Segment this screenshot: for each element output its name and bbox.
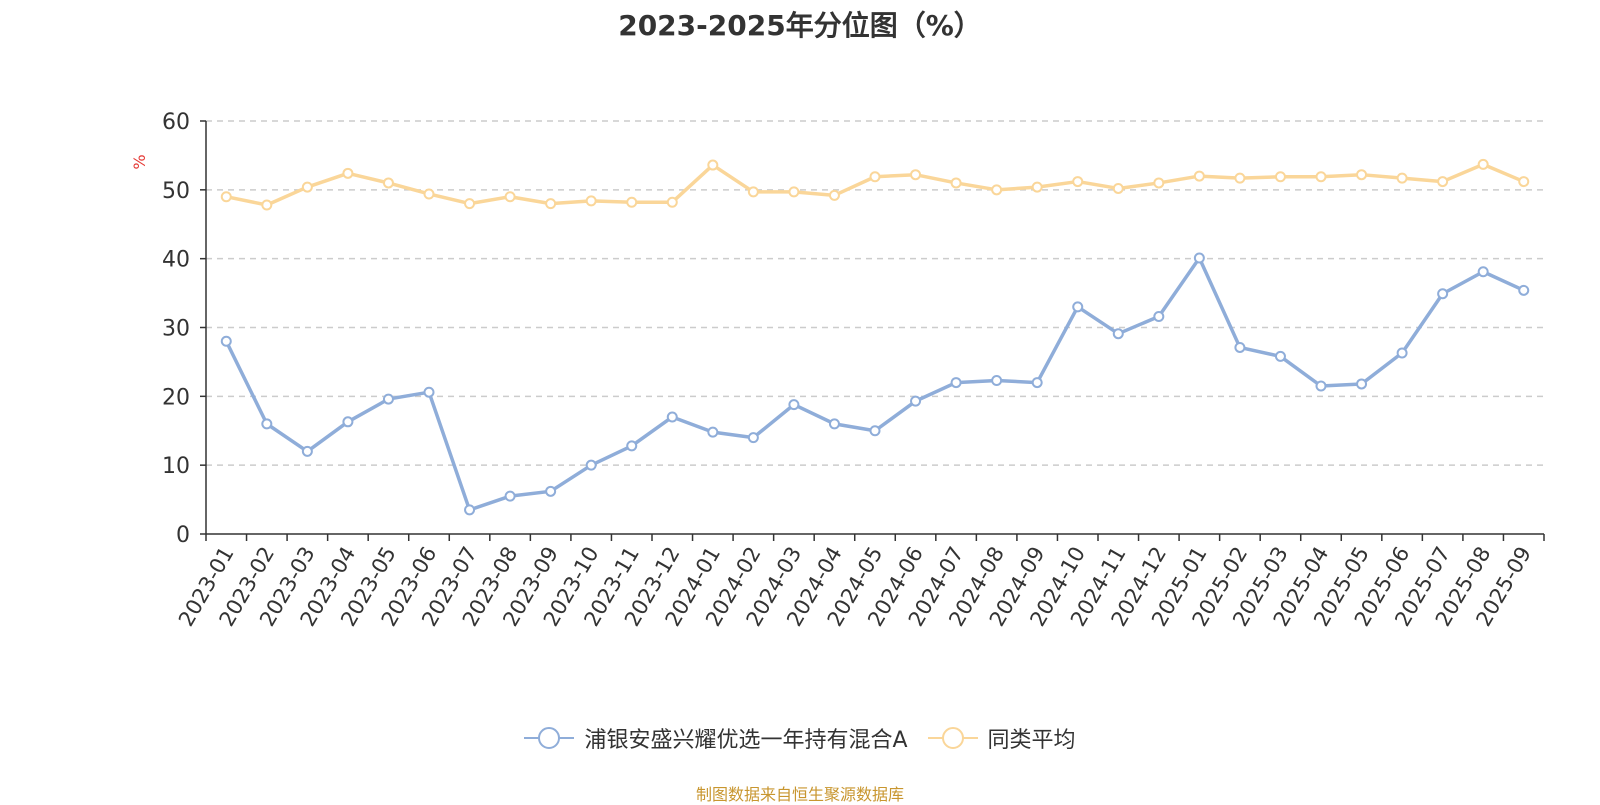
data-point[interactable] — [261, 199, 273, 211]
y-tick-label: 30 — [162, 317, 190, 342]
data-point[interactable] — [707, 159, 719, 171]
data-point[interactable] — [220, 191, 232, 203]
legend-marker-icon — [524, 727, 575, 749]
y-tick-label: 10 — [162, 454, 190, 479]
data-point[interactable] — [666, 196, 678, 208]
y-tick-label: 0 — [176, 523, 190, 548]
data-point[interactable] — [1153, 310, 1165, 322]
data-point[interactable] — [869, 425, 881, 437]
data-point[interactable] — [950, 377, 962, 389]
data-point[interactable] — [1031, 377, 1043, 389]
data-point[interactable] — [1234, 172, 1246, 184]
data-point[interactable] — [301, 445, 313, 457]
data-point[interactable] — [1356, 378, 1368, 390]
data-point[interactable] — [1234, 341, 1246, 353]
data-point[interactable] — [342, 167, 354, 179]
data-point[interactable] — [1477, 158, 1489, 170]
data-point[interactable] — [1031, 181, 1043, 193]
line-chart: 01020304050602023-012023-022023-032023-0… — [130, 110, 1545, 630]
data-point[interactable] — [1315, 380, 1327, 392]
source-note: 制图数据来自恒生聚源数据库 — [695, 785, 904, 804]
data-point[interactable] — [1112, 328, 1124, 340]
data-point[interactable] — [1274, 171, 1286, 183]
data-point[interactable] — [828, 418, 840, 430]
data-point[interactable] — [1112, 182, 1124, 194]
data-point[interactable] — [707, 426, 719, 438]
data-point[interactable] — [423, 188, 435, 200]
data-point[interactable] — [626, 440, 638, 452]
y-tick-label: 50 — [162, 179, 190, 204]
data-point[interactable] — [950, 177, 962, 189]
data-point[interactable] — [342, 416, 354, 428]
y-tick-label: 40 — [162, 248, 190, 273]
legend-label: 同类平均 — [987, 728, 1076, 753]
series-line-1 — [225, 162, 1525, 207]
data-point[interactable] — [991, 375, 1003, 387]
data-point[interactable] — [1356, 169, 1368, 181]
y-tick-label: 60 — [162, 110, 190, 135]
legend-item[interactable]: 浦银安盛兴耀优选一年持有混合A — [524, 722, 908, 754]
data-point[interactable] — [1396, 347, 1408, 359]
data-point[interactable] — [464, 198, 476, 210]
data-point[interactable] — [1396, 172, 1408, 184]
data-point[interactable] — [991, 184, 1003, 196]
chart-title: 2023-2025年分位图（%） — [618, 9, 982, 42]
data-point[interactable] — [464, 504, 476, 516]
data-point[interactable] — [666, 411, 678, 423]
data-point[interactable] — [1072, 176, 1084, 188]
data-point[interactable] — [1437, 176, 1449, 188]
data-point[interactable] — [1518, 284, 1530, 296]
data-point[interactable] — [585, 195, 597, 207]
series-line-0 — [224, 256, 1525, 512]
data-point[interactable] — [747, 186, 759, 198]
data-point[interactable] — [788, 186, 800, 198]
data-point[interactable] — [261, 418, 273, 430]
data-point[interactable] — [1518, 176, 1530, 188]
data-point[interactable] — [788, 399, 800, 411]
series-layer — [220, 158, 1530, 516]
data-point[interactable] — [1153, 177, 1165, 189]
legend-marker-icon — [927, 727, 978, 749]
legend: 浦银安盛兴耀优选一年持有混合A 同类平均 — [0, 722, 1600, 754]
data-point[interactable] — [910, 169, 922, 181]
data-point[interactable] — [910, 395, 922, 407]
data-point[interactable] — [626, 196, 638, 208]
data-point[interactable] — [545, 198, 557, 210]
data-point[interactable] — [1193, 252, 1205, 264]
data-point[interactable] — [545, 485, 557, 497]
data-point[interactable] — [1477, 266, 1489, 278]
data-point[interactable] — [828, 189, 840, 201]
data-point[interactable] — [423, 386, 435, 398]
data-point[interactable] — [1072, 301, 1084, 313]
data-point[interactable] — [504, 191, 516, 203]
legend-label: 浦银安盛兴耀优选一年持有混合A — [584, 728, 908, 753]
data-point[interactable] — [1315, 171, 1327, 183]
data-point[interactable] — [301, 181, 313, 193]
data-point[interactable] — [504, 490, 516, 502]
data-point[interactable] — [382, 393, 394, 405]
legend-item[interactable]: 同类平均 — [927, 722, 1076, 754]
data-point[interactable] — [869, 171, 881, 183]
y-tick-label: 20 — [162, 385, 190, 410]
data-point[interactable] — [1437, 288, 1449, 300]
data-point[interactable] — [220, 335, 232, 347]
data-point[interactable] — [1274, 350, 1286, 362]
data-point[interactable] — [747, 432, 759, 444]
data-point[interactable] — [585, 459, 597, 471]
data-point[interactable] — [382, 177, 394, 189]
data-point[interactable] — [1193, 170, 1205, 182]
y-axis-label: % — [130, 154, 149, 169]
